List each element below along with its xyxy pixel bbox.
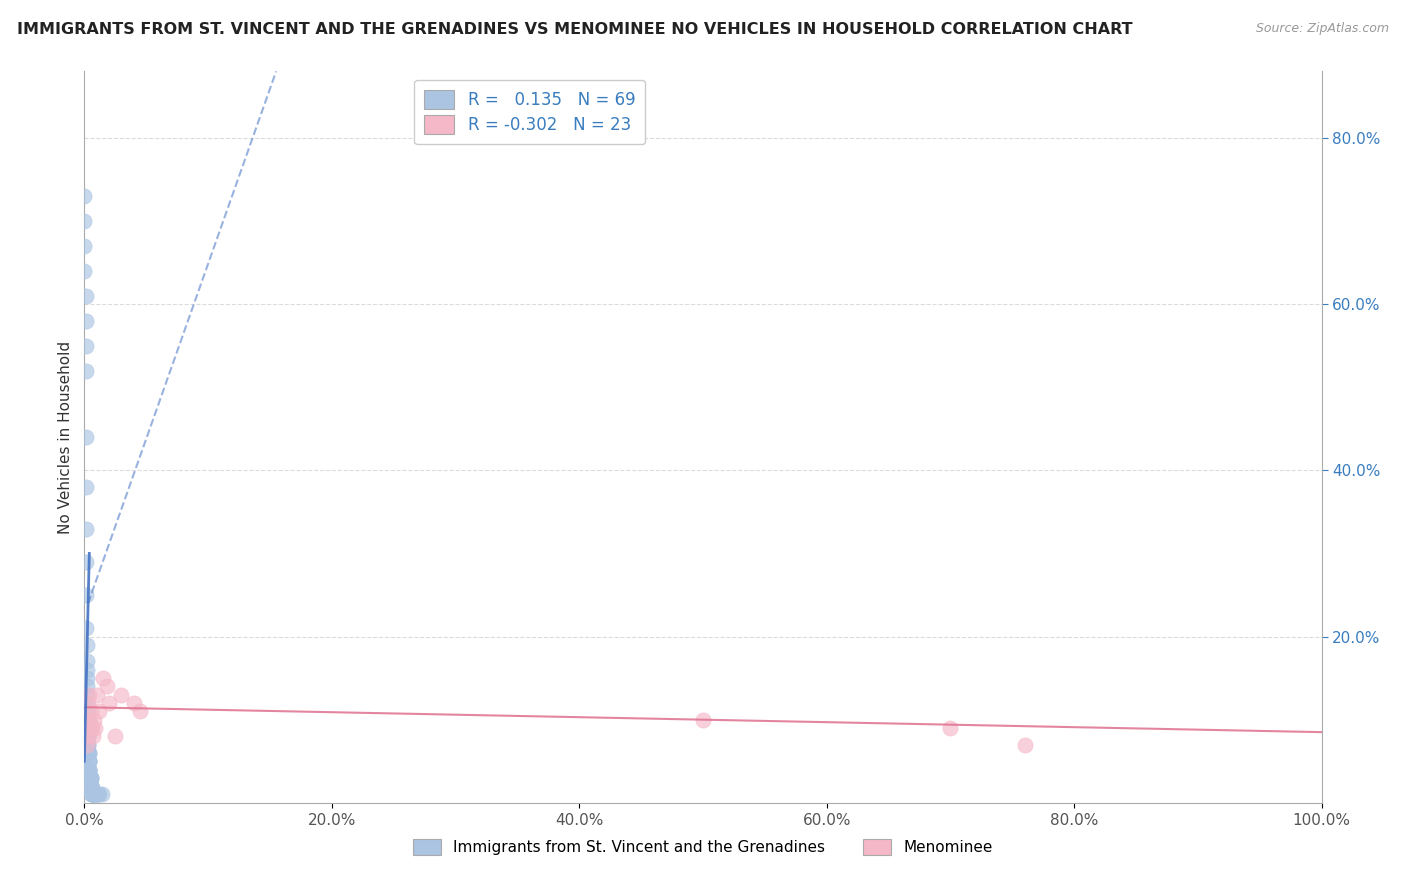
Point	[692, 713, 714, 727]
Point	[87, 788, 110, 802]
Point	[75, 338, 97, 352]
Point	[122, 696, 145, 710]
Point	[86, 788, 108, 802]
Point	[79, 763, 101, 777]
Point	[75, 713, 97, 727]
Point	[91, 671, 114, 685]
Point	[77, 696, 100, 710]
Point	[76, 680, 98, 694]
Point	[75, 430, 97, 444]
Point	[75, 555, 97, 569]
Point	[110, 688, 132, 702]
Point	[79, 779, 101, 793]
Point	[79, 779, 101, 793]
Point	[80, 788, 103, 802]
Point	[79, 771, 101, 785]
Point	[76, 696, 98, 710]
Point	[96, 680, 118, 694]
Point	[79, 779, 101, 793]
Point	[76, 671, 98, 685]
Point	[80, 788, 103, 802]
Point	[75, 480, 97, 494]
Point	[77, 729, 100, 743]
Point	[77, 746, 100, 760]
Point	[79, 688, 101, 702]
Point	[77, 713, 100, 727]
Point	[75, 521, 97, 535]
Point	[84, 788, 107, 802]
Point	[77, 721, 100, 735]
Point	[83, 788, 105, 802]
Text: Source: ZipAtlas.com: Source: ZipAtlas.com	[1256, 22, 1389, 36]
Point	[79, 754, 101, 768]
Point	[83, 713, 105, 727]
Point	[76, 688, 98, 702]
Point	[82, 788, 104, 802]
Point	[86, 788, 108, 802]
Point	[75, 314, 97, 328]
Point	[75, 588, 97, 602]
Point	[77, 738, 100, 752]
Text: IMMIGRANTS FROM ST. VINCENT AND THE GRENADINES VS MENOMINEE NO VEHICLES IN HOUSE: IMMIGRANTS FROM ST. VINCENT AND THE GREN…	[17, 22, 1132, 37]
Point	[79, 771, 101, 785]
Point	[82, 788, 104, 802]
Point	[73, 264, 96, 278]
Point	[89, 705, 111, 719]
Point	[79, 771, 101, 785]
Point	[79, 788, 101, 802]
Point	[84, 721, 107, 735]
Point	[77, 738, 100, 752]
Point	[79, 771, 101, 785]
Point	[79, 713, 101, 727]
Point	[79, 779, 101, 793]
Point	[76, 738, 98, 752]
Y-axis label: No Vehicles in Household: No Vehicles in Household	[58, 341, 73, 533]
Point	[79, 746, 101, 760]
Point	[73, 189, 96, 203]
Point	[79, 754, 101, 768]
Point	[104, 729, 127, 743]
Point	[80, 788, 103, 802]
Point	[82, 729, 104, 743]
Point	[77, 705, 100, 719]
Point	[75, 289, 97, 303]
Point	[79, 779, 101, 793]
Point	[77, 729, 100, 743]
Point	[84, 788, 107, 802]
Point	[939, 721, 962, 735]
Point	[79, 754, 101, 768]
Point	[129, 705, 152, 719]
Point	[75, 363, 97, 377]
Point	[79, 763, 101, 777]
Point	[1014, 738, 1036, 752]
Point	[90, 788, 112, 802]
Point	[79, 771, 101, 785]
Point	[79, 746, 101, 760]
Point	[76, 655, 98, 669]
Point	[76, 638, 98, 652]
Point	[80, 721, 103, 735]
Point	[83, 788, 105, 802]
Point	[77, 713, 100, 727]
Point	[79, 779, 101, 793]
Point	[86, 688, 108, 702]
Point	[89, 788, 111, 802]
Point	[76, 663, 98, 677]
Point	[79, 763, 101, 777]
Point	[79, 779, 101, 793]
Point	[77, 721, 100, 735]
Point	[98, 696, 121, 710]
Point	[77, 729, 100, 743]
Point	[79, 721, 101, 735]
Point	[79, 763, 101, 777]
Legend: Immigrants from St. Vincent and the Grenadines, Menominee: Immigrants from St. Vincent and the Gren…	[408, 833, 998, 861]
Point	[82, 788, 104, 802]
Point	[73, 214, 96, 228]
Point	[73, 239, 96, 253]
Point	[75, 621, 97, 635]
Point	[79, 705, 101, 719]
Point	[80, 788, 103, 802]
